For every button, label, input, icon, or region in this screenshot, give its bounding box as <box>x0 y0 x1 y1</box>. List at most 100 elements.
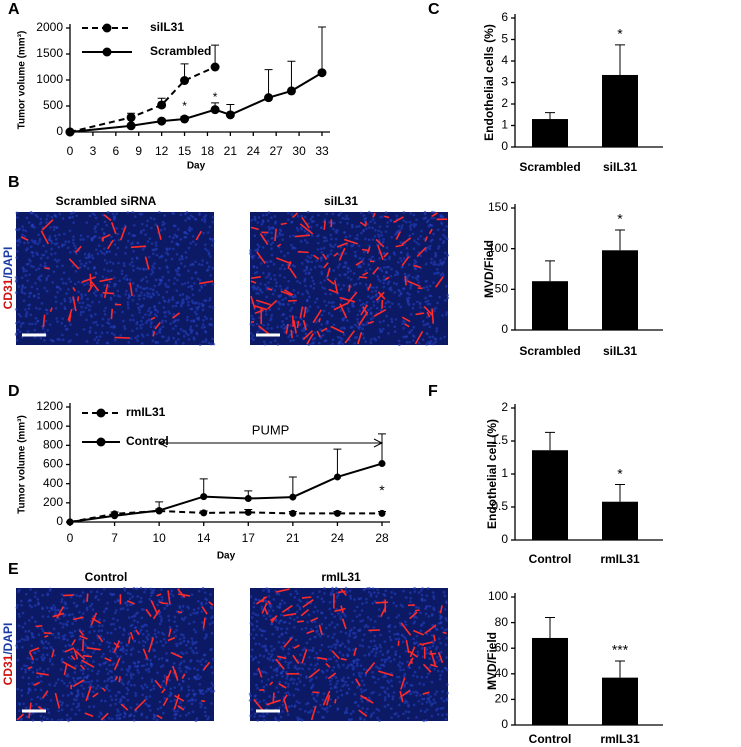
nucleus <box>143 590 146 594</box>
nucleus <box>19 325 23 328</box>
nucleus <box>145 623 148 627</box>
nucleus <box>371 212 374 216</box>
nucleus <box>86 235 90 238</box>
nucleus <box>43 716 46 719</box>
nucleus <box>40 627 44 631</box>
nucleus <box>193 667 196 670</box>
nucleus <box>143 287 147 291</box>
nucleus <box>425 331 429 335</box>
nucleus <box>185 694 189 698</box>
nucleus <box>53 608 57 612</box>
nucleus <box>77 702 80 706</box>
nucleus <box>167 310 170 313</box>
nucleus <box>88 630 91 634</box>
nucleus <box>135 322 138 326</box>
nucleus <box>60 718 64 721</box>
nucleus <box>346 222 349 225</box>
nucleus <box>281 647 285 651</box>
nucleus <box>257 302 260 305</box>
nucleus <box>66 327 69 331</box>
nucleus <box>163 697 167 700</box>
nucleus <box>287 647 291 651</box>
nucleus <box>68 216 72 220</box>
nucleus <box>390 317 393 321</box>
panel-label: E <box>8 561 19 578</box>
nucleus <box>322 246 326 250</box>
nucleus <box>132 586 136 590</box>
image-label: siIL31 <box>324 194 358 208</box>
nucleus <box>378 719 381 722</box>
nucleus <box>86 297 89 301</box>
nucleus <box>114 652 118 655</box>
vessel <box>395 231 402 240</box>
panel-label: A <box>8 1 20 18</box>
nucleus <box>384 589 387 593</box>
nucleus <box>375 707 379 711</box>
nucleus <box>303 709 307 713</box>
error-bar <box>545 112 555 120</box>
nucleus <box>431 613 434 616</box>
nucleus <box>112 218 116 221</box>
nucleus <box>349 326 353 329</box>
vessel <box>269 681 274 686</box>
nucleus <box>356 686 359 689</box>
nucleus <box>353 609 356 613</box>
nucleus <box>48 610 51 613</box>
nucleus <box>333 632 336 636</box>
nucleus <box>336 640 340 644</box>
nucleus <box>253 695 257 698</box>
nucleus <box>137 650 141 654</box>
nucleus <box>59 287 62 291</box>
nucleus <box>203 215 206 219</box>
nucleus <box>64 240 67 243</box>
nucleus <box>92 651 95 654</box>
nucleus <box>42 670 46 673</box>
nucleus <box>125 289 128 293</box>
nucleus <box>206 231 210 234</box>
nucleus <box>343 316 346 320</box>
vessel <box>422 663 432 673</box>
nucleus <box>254 597 258 601</box>
nucleus <box>438 295 441 299</box>
nucleus <box>328 329 331 333</box>
x-tick-label: 12 <box>155 144 169 158</box>
nucleus <box>139 600 143 604</box>
nucleus <box>95 248 98 252</box>
nucleus <box>41 615 45 618</box>
nucleus <box>351 244 354 248</box>
nucleus <box>346 307 350 310</box>
nucleus <box>442 260 445 264</box>
nucleus <box>431 623 434 627</box>
nucleus <box>430 257 433 261</box>
nucleus <box>59 621 62 625</box>
x-tick-label: Scrambled <box>519 344 580 358</box>
vessel <box>299 306 304 318</box>
nucleus <box>15 339 19 342</box>
nucleus <box>265 587 269 590</box>
vessel <box>323 220 326 230</box>
nucleus <box>265 295 269 299</box>
nucleus <box>382 675 385 679</box>
nucleus <box>51 339 55 343</box>
nucleus <box>348 589 352 593</box>
nucleus <box>315 625 318 629</box>
nucleus <box>174 342 178 345</box>
nucleus <box>99 686 103 690</box>
vessel <box>257 667 263 678</box>
nucleus <box>27 599 30 603</box>
nucleus <box>47 711 51 715</box>
nucleus <box>388 629 391 633</box>
nucleus <box>345 691 349 695</box>
nucleus <box>149 587 152 591</box>
nucleus <box>107 269 110 273</box>
nucleus <box>262 323 265 327</box>
nucleus <box>186 333 190 337</box>
nucleus <box>428 604 432 608</box>
nucleus <box>136 266 139 270</box>
x-tick-label: 21 <box>224 144 238 158</box>
nucleus <box>187 688 191 692</box>
nucleus <box>116 289 120 293</box>
nucleus <box>150 272 153 276</box>
nucleus <box>97 624 101 628</box>
nucleus <box>253 286 257 290</box>
